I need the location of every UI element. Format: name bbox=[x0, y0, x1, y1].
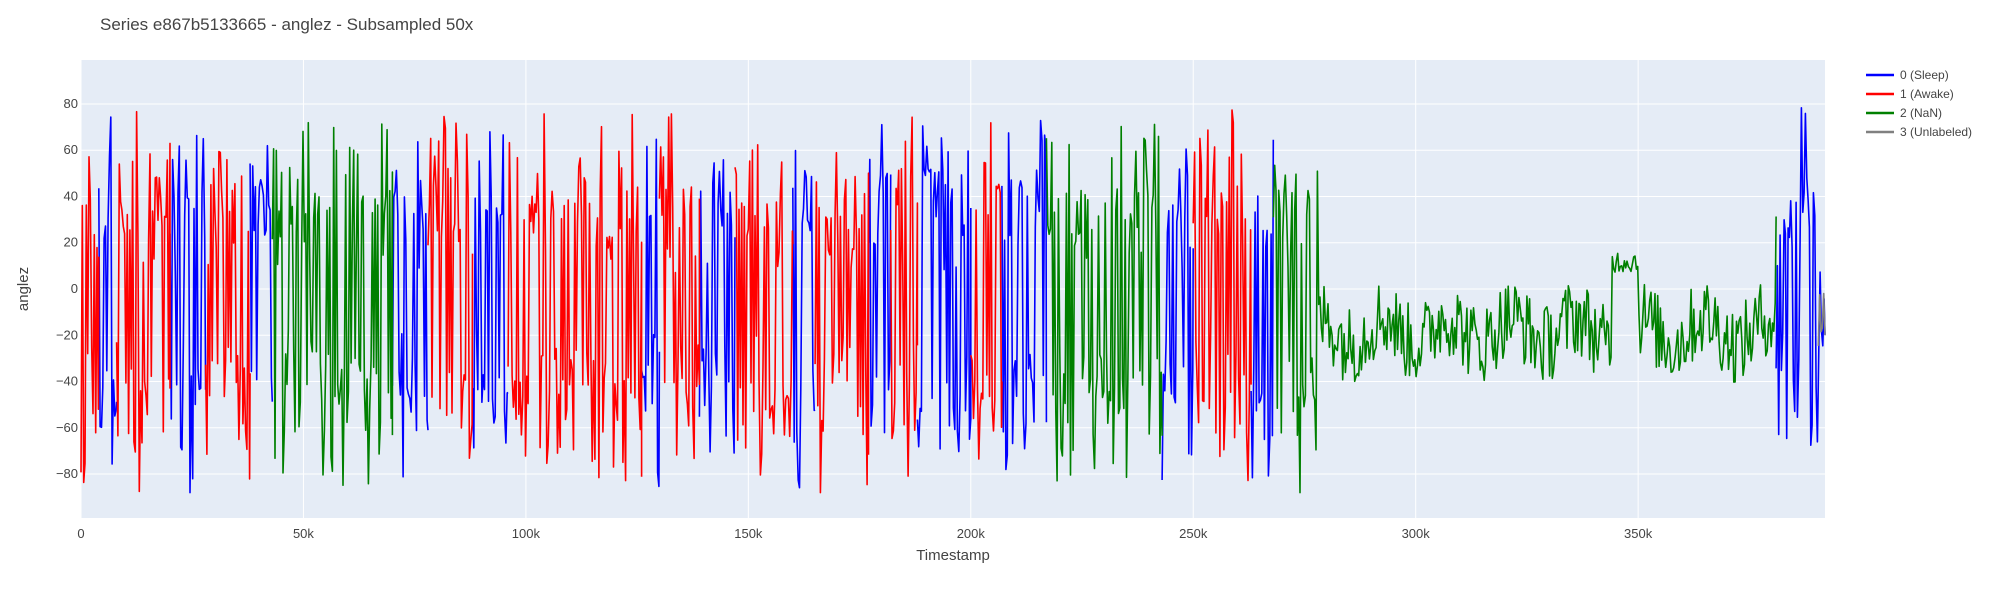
legend-item-2[interactable]: 2 (NaN) bbox=[1866, 106, 1942, 120]
legend-label: 2 (NaN) bbox=[1900, 106, 1942, 120]
y-tick-label: −60 bbox=[56, 420, 78, 435]
series-line-0 bbox=[792, 149, 816, 489]
series-line-0 bbox=[471, 131, 509, 449]
series-line-1 bbox=[80, 156, 100, 484]
series-line-0 bbox=[169, 134, 207, 494]
chart-title: Series e867b5133665 - anglez - Subsample… bbox=[100, 15, 474, 34]
x-tick-label: 0 bbox=[77, 526, 84, 541]
legend-label: 0 (Sleep) bbox=[1900, 68, 1949, 82]
series-line-0 bbox=[249, 144, 274, 402]
series-lines bbox=[80, 107, 1826, 494]
series-line-0 bbox=[98, 116, 118, 465]
x-tick-label: 200k bbox=[957, 526, 986, 541]
series-line-1 bbox=[204, 150, 251, 480]
x-tick-label: 350k bbox=[1624, 526, 1653, 541]
x-tick-label: 150k bbox=[734, 526, 763, 541]
y-tick-label: 80 bbox=[64, 96, 78, 111]
series-line-1 bbox=[814, 151, 870, 494]
y-tick-label: 60 bbox=[64, 142, 78, 157]
legend-label: 1 (Awake) bbox=[1900, 87, 1954, 101]
y-tick-label: 40 bbox=[64, 188, 78, 203]
series-line-2 bbox=[1045, 123, 1163, 482]
series-line-0 bbox=[391, 141, 429, 478]
series-line-0 bbox=[1001, 119, 1048, 471]
series-line-1 bbox=[427, 115, 474, 459]
legend-label: 3 (Unlabeled) bbox=[1900, 125, 1972, 139]
legend-item-0[interactable]: 0 (Sleep) bbox=[1866, 68, 1949, 82]
y-tick-label: 0 bbox=[71, 281, 78, 296]
y-tick-label: 20 bbox=[64, 235, 78, 250]
series-line-0 bbox=[1775, 107, 1826, 446]
series-line-0 bbox=[698, 159, 736, 454]
series-line-1 bbox=[507, 113, 643, 482]
series-line-0 bbox=[867, 123, 892, 434]
series-line-3 bbox=[1817, 292, 1826, 346]
series-line-1 bbox=[970, 122, 1003, 460]
y-tick-label: −40 bbox=[56, 374, 78, 389]
x-axis-title: Timestamp bbox=[916, 547, 990, 564]
y-tick-label: −20 bbox=[56, 327, 78, 342]
x-tick-label: 300k bbox=[1402, 526, 1431, 541]
series-line-1 bbox=[658, 113, 701, 460]
series-line-0 bbox=[1161, 148, 1194, 481]
legend[interactable]: 0 (Sleep) 1 (Awake) 2 (NaN) 3 (Unlabeled) bbox=[1866, 68, 1972, 139]
y-tick-label: −80 bbox=[56, 466, 78, 481]
y-axis-title: anglez bbox=[15, 267, 32, 311]
series-line-0 bbox=[640, 138, 661, 488]
series-line-0 bbox=[916, 125, 972, 453]
series-line-1 bbox=[1192, 109, 1252, 482]
series-line-2 bbox=[1272, 164, 1777, 494]
x-tick-label: 250k bbox=[1179, 526, 1208, 541]
legend-item-1[interactable]: 1 (Awake) bbox=[1866, 87, 1954, 101]
x-tick-label: 100k bbox=[512, 526, 541, 541]
x-tick-label: 50k bbox=[293, 526, 314, 541]
series-line-1 bbox=[889, 116, 919, 477]
tick-labels: 0 50k 100k 150k 200k 250k 300k 350k −80 −60 −40 −20… bbox=[56, 96, 1653, 541]
series-line-0 bbox=[1250, 139, 1275, 479]
legend-item-3[interactable]: 3 (Unlabeled) bbox=[1866, 125, 1972, 139]
series-line-1 bbox=[115, 110, 171, 493]
series-line-1 bbox=[734, 144, 794, 476]
series-line-2 bbox=[271, 121, 394, 486]
